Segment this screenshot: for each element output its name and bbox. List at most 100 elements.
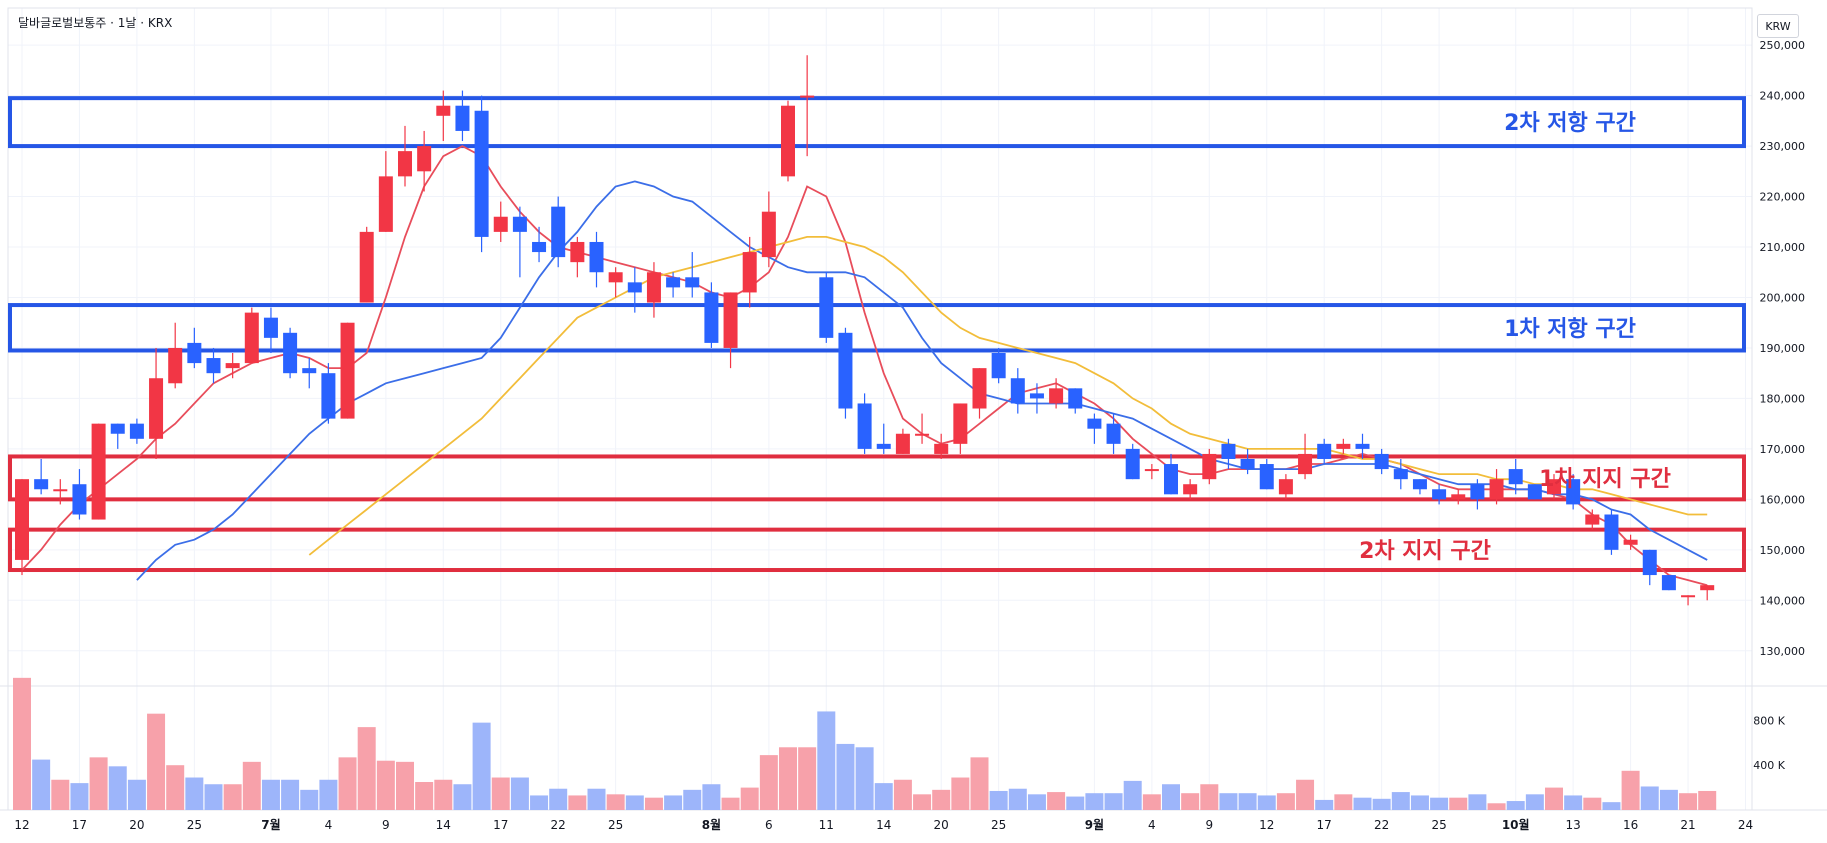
candle-body — [378, 176, 393, 232]
candle — [953, 403, 968, 454]
volume-bar — [1104, 793, 1123, 810]
volume-bar — [491, 777, 510, 810]
time-tick-label: 25 — [608, 818, 623, 832]
candle — [1489, 469, 1504, 505]
zone-label: 1차 지지 구간 — [1539, 467, 1671, 492]
candle-body — [704, 292, 719, 343]
candle — [15, 479, 29, 576]
candle — [1202, 448, 1217, 485]
candle-body — [302, 368, 317, 374]
volume-bar — [1487, 803, 1506, 810]
candle-body — [570, 241, 585, 263]
volume-bar — [1257, 795, 1276, 810]
candle-body — [1029, 393, 1044, 399]
price-tick-label: 220,000 — [1760, 191, 1806, 204]
candle — [838, 327, 853, 419]
time-tick-label: 12 — [1259, 818, 1274, 832]
volume-bar — [1640, 786, 1659, 810]
candle — [1144, 464, 1159, 480]
volume-bar — [1123, 780, 1142, 810]
candle — [34, 458, 49, 495]
candle-body — [800, 95, 815, 98]
volume-bar — [1391, 792, 1410, 810]
moving-average-lines — [21, 145, 1708, 587]
volume-bar — [549, 788, 568, 810]
volume-bar — [1679, 793, 1698, 810]
volume-bar — [1353, 797, 1372, 810]
volume-bar — [989, 790, 1008, 810]
time-tick-label: 20 — [934, 818, 949, 832]
time-tick-label: 17 — [72, 818, 87, 832]
candle-body — [1623, 539, 1638, 545]
candle — [1010, 368, 1025, 414]
candle — [934, 433, 949, 459]
volume-bar — [606, 794, 625, 810]
zone-box-support — [8, 454, 1746, 502]
candle — [1451, 489, 1466, 505]
candle-body — [1374, 453, 1389, 470]
candle-body — [1164, 464, 1178, 495]
candle-body — [972, 368, 987, 409]
candle-body — [1240, 458, 1255, 470]
candle-body — [244, 312, 259, 364]
currency-button[interactable]: KRW — [1757, 14, 1799, 38]
candle-body — [1125, 448, 1140, 480]
candle-body — [398, 151, 412, 177]
price-tick-label: 160,000 — [1760, 493, 1806, 506]
candle — [493, 201, 508, 242]
volume-bar — [357, 727, 376, 810]
time-tick-label: 24 — [1738, 818, 1753, 832]
volume-bar — [1583, 797, 1602, 810]
volume-bar — [89, 757, 108, 810]
zone-label: 2차 저항 구간 — [1504, 111, 1636, 136]
volume-bar — [530, 795, 549, 810]
candle — [1374, 448, 1389, 475]
candle — [283, 327, 298, 379]
candle-body — [263, 317, 278, 338]
volume-bar — [1659, 789, 1678, 810]
time-tick-label: 22 — [1374, 818, 1389, 832]
candle-body — [666, 277, 681, 288]
candle — [1623, 534, 1638, 550]
volume-bar — [568, 795, 587, 810]
candle — [129, 418, 144, 444]
volume-tick-label: 400 K — [1753, 759, 1785, 772]
price-tick-label: 210,000 — [1760, 241, 1806, 254]
candle-body — [1298, 453, 1313, 475]
candle-body — [895, 433, 910, 454]
time-tick-label: 10월 — [1502, 817, 1530, 832]
candle-body — [1642, 549, 1657, 576]
volume-bar — [1027, 794, 1046, 810]
candle — [1125, 443, 1140, 480]
candle-body — [1470, 484, 1485, 500]
candle-body — [187, 342, 202, 364]
candle — [378, 151, 393, 232]
volume-bar — [951, 777, 970, 810]
zone-box-resistance — [8, 96, 1746, 149]
price-tick-label: 130,000 — [1760, 645, 1806, 658]
candle — [1278, 474, 1293, 500]
volume-bar — [204, 784, 223, 810]
candle — [876, 423, 891, 454]
volume-bar — [1698, 790, 1717, 810]
candle-body — [455, 105, 470, 131]
time-tick-label: 11 — [819, 818, 834, 832]
candle-body — [1547, 479, 1561, 495]
volume-bar — [453, 784, 472, 810]
price-tick-label: 150,000 — [1760, 544, 1806, 557]
candle-body — [493, 216, 508, 232]
candlesticks — [15, 55, 1715, 606]
candle — [589, 231, 604, 288]
volume-bar — [932, 789, 951, 810]
time-tick-label: 17 — [1317, 818, 1332, 832]
candle-body — [168, 347, 183, 384]
time-tick-label: 9 — [382, 818, 390, 832]
volume-bar — [434, 779, 453, 810]
candle — [1681, 595, 1696, 606]
candle-body — [742, 252, 757, 293]
candle-body — [129, 423, 144, 439]
volume-bar — [1315, 799, 1334, 810]
candle-body — [1010, 378, 1025, 404]
volume-bar — [798, 747, 817, 810]
